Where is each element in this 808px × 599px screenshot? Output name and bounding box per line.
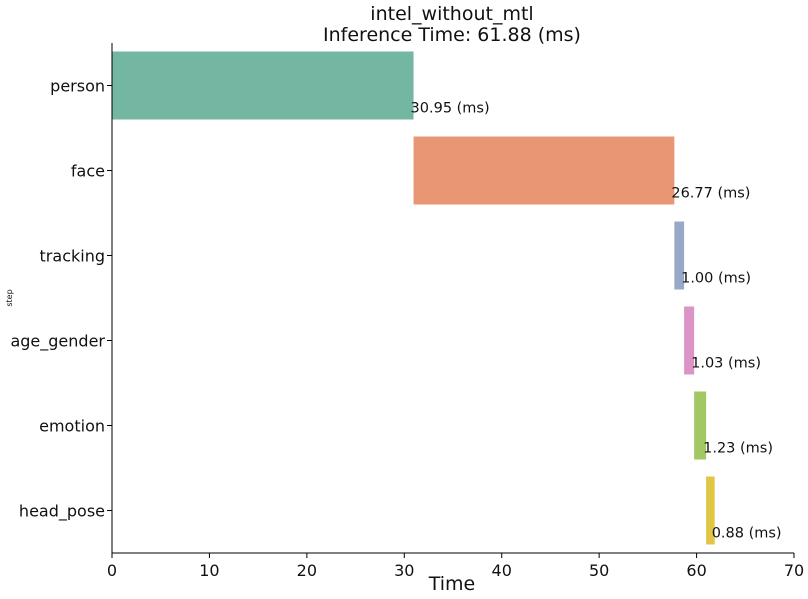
bar-tracking	[674, 221, 685, 290]
y-tick-label-age-gender: age_gender	[10, 332, 105, 352]
data-label-age-gender: 1.03 (ms)	[691, 356, 761, 372]
bar-person	[112, 51, 414, 120]
y-axis-label: step	[5, 289, 14, 306]
chart-subtitle: Inference Time: 61.88 (ms)	[323, 24, 581, 46]
y-tick-label-head-pose: head_pose	[19, 502, 105, 522]
y-tick-label-person: person	[50, 77, 105, 96]
x-tick-label-0: 0	[107, 561, 117, 580]
y-tick-label-tracking: tracking	[40, 247, 105, 266]
x-tick-label-60: 60	[686, 561, 706, 580]
bar-head-pose	[706, 476, 715, 545]
plot-area: person 30.95 (ms) face 26.77 (ms) tracking 1.…	[10, 51, 804, 580]
x-tick-label-50: 50	[589, 561, 609, 580]
y-tick-label-emotion: emotion	[39, 417, 105, 436]
data-label-person: 30.95 (ms)	[411, 101, 490, 117]
bar-face	[413, 136, 675, 205]
y-tick-label-face: face	[71, 162, 105, 181]
x-tick-label-10: 10	[199, 561, 219, 580]
x-axis-label: Time	[428, 573, 476, 595]
bar-age-gender	[684, 306, 695, 375]
x-tick-label-30: 30	[394, 561, 414, 580]
data-label-face: 26.77 (ms)	[671, 186, 750, 202]
x-tick-label-40: 40	[492, 561, 512, 580]
chart-title: intel_without_mtl	[370, 3, 533, 25]
data-label-head-pose: 0.88 (ms)	[712, 526, 782, 542]
x-tick-label-20: 20	[297, 561, 317, 580]
bar-emotion	[694, 391, 707, 460]
x-tick-label-70: 70	[784, 561, 804, 580]
data-label-tracking: 1.00 (ms)	[681, 271, 751, 287]
data-label-emotion: 1.23 (ms)	[703, 441, 773, 457]
